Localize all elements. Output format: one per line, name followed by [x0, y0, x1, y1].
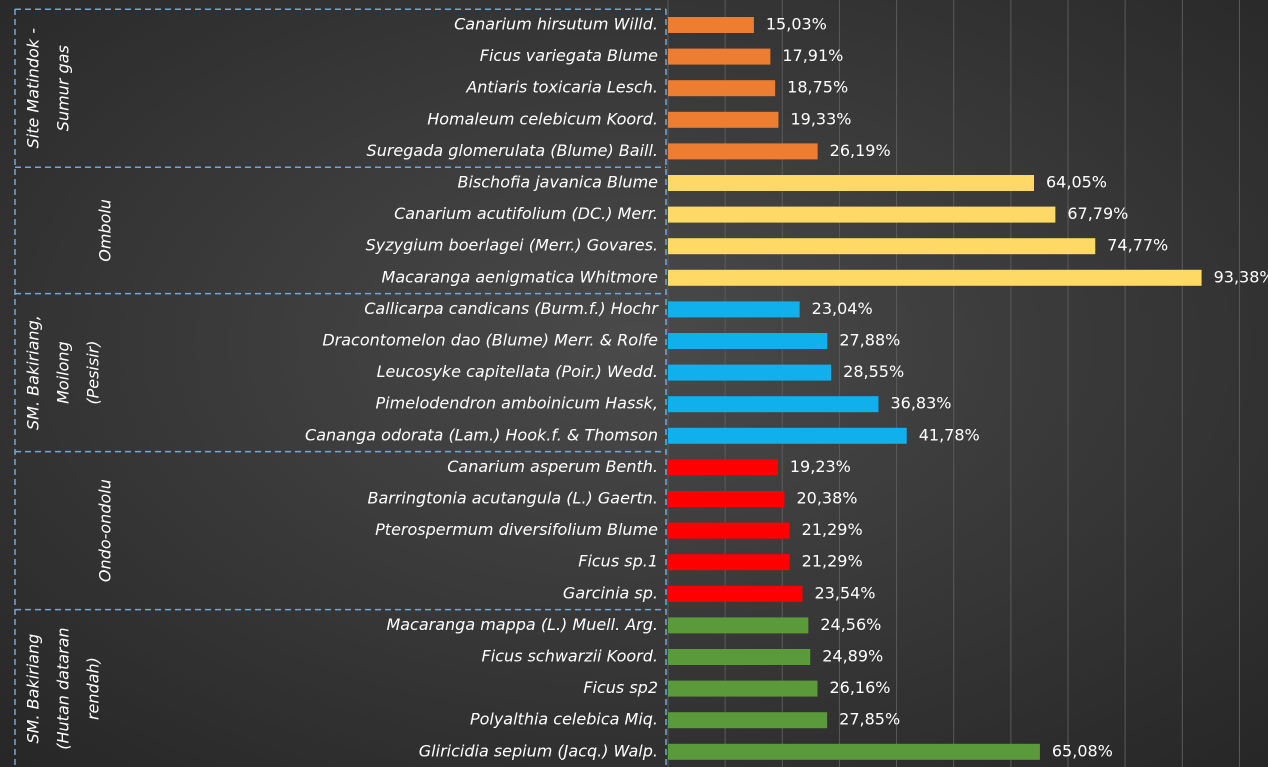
value-label: 74,77% [1107, 236, 1168, 255]
bar [668, 617, 809, 634]
bar [668, 649, 811, 665]
category-label: Gliricidia sepium (Jacq.) Walp. [419, 741, 658, 760]
value-label: 21,29% [802, 552, 863, 571]
value-label: 19,33% [790, 109, 851, 128]
group-label: Ombolu [96, 199, 115, 262]
value-label: 93,38% [1214, 267, 1268, 286]
bar [668, 80, 776, 97]
bar [668, 459, 778, 476]
value-label: 23,04% [812, 299, 873, 318]
value-label: 27,85% [839, 710, 900, 729]
category-label: Macaranga aenigmatica Whitmore [382, 267, 659, 286]
category-label: Dracontomelon dao (Blume) Merr. & Rolfe [322, 331, 658, 350]
group-label: (Hutan dataran [54, 627, 73, 749]
category-label: Pimelodendron amboinicum Hassk, [376, 394, 658, 413]
category-label: Canarium asperum Benth. [447, 457, 658, 476]
bar [668, 491, 785, 507]
category-label: Leucosyke capitellata (Poir.) Wedd. [377, 362, 658, 381]
category-label: Ficus schwarzii Koord. [482, 647, 658, 666]
bar [668, 680, 818, 697]
bar [668, 585, 803, 602]
bar [668, 396, 879, 413]
bar [668, 269, 1202, 286]
bar [668, 712, 828, 729]
bar [668, 427, 907, 444]
bar [668, 333, 828, 349]
group-label: Moilong [54, 341, 73, 404]
value-label: 41,78% [919, 425, 980, 444]
bar [668, 17, 754, 33]
category-label: Canarium acutifolium (DC.) Merr. [394, 204, 658, 223]
category-label: Homaleum celebicum Koord. [427, 109, 658, 128]
group-label: rendah) [84, 657, 103, 720]
bar [668, 48, 771, 65]
group-label: SM. Bakiriang, [24, 315, 43, 430]
value-label: 65,08% [1052, 741, 1113, 760]
value-label: 64,05% [1046, 173, 1107, 192]
value-label: 24,56% [820, 615, 881, 634]
category-label: Ficus variegata Blume [480, 46, 658, 65]
category-label: Polyalthia celebica Miq. [470, 710, 658, 729]
value-label: 23,54% [815, 583, 876, 602]
bar [668, 364, 832, 381]
category-label: Canarium hirsutum Willd. [454, 15, 658, 34]
category-label: Pterospermum diversifolium Blume [375, 520, 658, 539]
bar [668, 206, 1056, 223]
group-label: SM. Bakiriang [24, 634, 43, 744]
category-label: Garcinia sp. [563, 583, 658, 602]
category-label: Ficus sp.1 [578, 552, 658, 571]
bar [668, 175, 1034, 191]
value-label: 18,75% [787, 78, 848, 97]
bar [668, 301, 800, 318]
category-label: Antiaris toxicaria Lesch. [465, 78, 658, 97]
value-label: 15,03% [766, 15, 827, 34]
category-label: Bischofia javanica Blume [458, 173, 659, 192]
bar [668, 238, 1096, 255]
category-label: Ficus sp2 [583, 678, 658, 697]
value-label: 19,23% [790, 457, 851, 476]
group-label: Sumur gas [54, 45, 73, 131]
value-label: 17,91% [782, 46, 843, 65]
bar [668, 143, 818, 160]
bar [668, 743, 1040, 760]
group-label: Site Matindok - [24, 28, 43, 149]
bar [668, 554, 790, 571]
value-label: 24,89% [822, 647, 883, 666]
category-label: Cananga odorata (Lam.) Hook.f. & Thomson [305, 425, 658, 444]
group-label: Ondo-ondolu [96, 479, 115, 582]
category-label: Suregada glomerulata (Blume) Baill. [367, 141, 658, 160]
group-label: (Pesisir) [84, 341, 103, 405]
value-label: 20,38% [796, 489, 857, 508]
category-label: Barringtonia acutangula (L.) Gaertn. [367, 489, 658, 508]
category-label: Callicarpa candicans (Burm.f.) Hochr [364, 299, 659, 318]
value-label: 28,55% [843, 362, 904, 381]
category-label: Syzygium boerlagei (Merr.) Govares. [366, 236, 658, 255]
value-label: 36,83% [890, 394, 951, 413]
bar [668, 111, 779, 128]
value-label: 27,88% [839, 331, 900, 350]
category-label: Macaranga mappa (L.) Muell. Arg. [386, 615, 658, 634]
value-label: 21,29% [802, 520, 863, 539]
value-label: 26,16% [829, 678, 890, 697]
value-label: 67,79% [1067, 204, 1128, 223]
value-label: 26,19% [830, 141, 891, 160]
bar [668, 522, 790, 539]
